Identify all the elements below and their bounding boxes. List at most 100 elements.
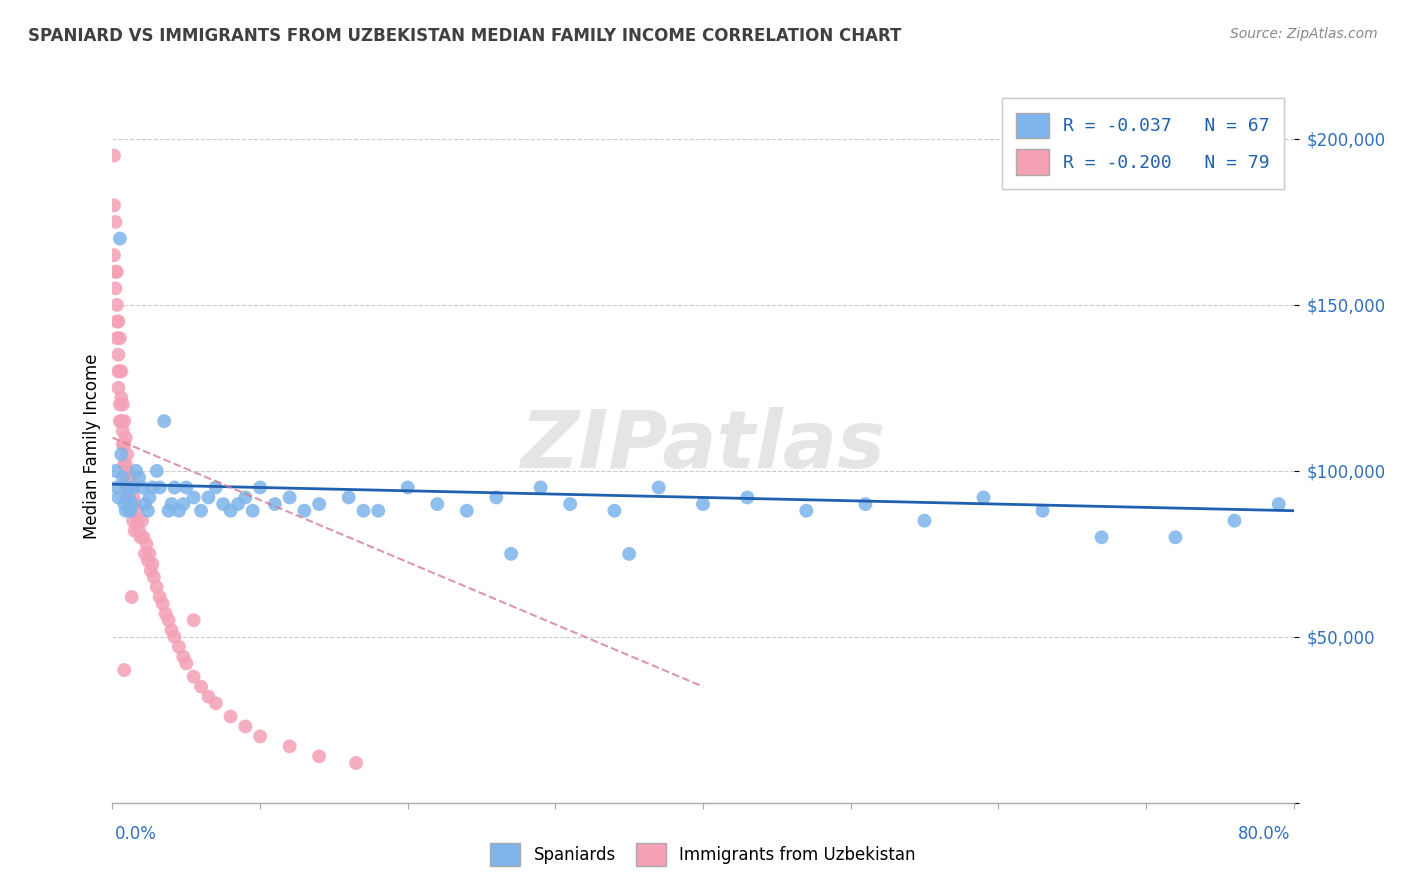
Point bbox=[308, 749, 330, 764]
Point bbox=[110, 364, 132, 378]
Point bbox=[121, 504, 143, 518]
Point bbox=[1223, 514, 1246, 528]
Point bbox=[138, 491, 160, 505]
Point bbox=[619, 547, 641, 561]
Legend: R = -0.037   N = 67, R = -0.200   N = 79: R = -0.037 N = 67, R = -0.200 N = 79 bbox=[1002, 98, 1285, 189]
Point bbox=[146, 580, 169, 594]
Point bbox=[155, 607, 177, 621]
Text: SPANIARD VS IMMIGRANTS FROM UZBEKISTAN MEDIAN FAMILY INCOME CORRELATION CHART: SPANIARD VS IMMIGRANTS FROM UZBEKISTAN M… bbox=[28, 27, 901, 45]
Point bbox=[855, 497, 877, 511]
Point bbox=[149, 481, 172, 495]
Point bbox=[190, 680, 212, 694]
Point bbox=[367, 504, 389, 518]
Point bbox=[141, 557, 163, 571]
Point bbox=[183, 613, 205, 627]
Point bbox=[121, 481, 143, 495]
Point bbox=[167, 640, 190, 654]
Point bbox=[107, 491, 129, 505]
Point bbox=[190, 504, 212, 518]
Point bbox=[973, 491, 995, 505]
Point bbox=[1032, 504, 1054, 518]
Text: 80.0%: 80.0% bbox=[1239, 825, 1291, 843]
Point bbox=[142, 570, 165, 584]
Point bbox=[104, 265, 127, 279]
Point bbox=[172, 649, 194, 664]
Point bbox=[139, 564, 162, 578]
Point bbox=[104, 215, 127, 229]
Text: ZIPatlas: ZIPatlas bbox=[520, 407, 886, 485]
Point bbox=[110, 391, 132, 405]
Point bbox=[104, 281, 127, 295]
Point bbox=[112, 414, 135, 428]
Point bbox=[149, 590, 172, 604]
Point bbox=[197, 491, 219, 505]
Point bbox=[603, 504, 626, 518]
Point bbox=[120, 504, 142, 518]
Point bbox=[107, 381, 129, 395]
Point bbox=[124, 497, 146, 511]
Point bbox=[278, 739, 301, 754]
Point bbox=[104, 464, 127, 478]
Point bbox=[107, 348, 129, 362]
Point bbox=[233, 491, 256, 505]
Point bbox=[1268, 497, 1291, 511]
Point bbox=[105, 298, 128, 312]
Point bbox=[108, 364, 131, 378]
Point bbox=[146, 464, 169, 478]
Point bbox=[110, 414, 132, 428]
Point bbox=[138, 547, 160, 561]
Point bbox=[121, 497, 143, 511]
Legend: Spaniards, Immigrants from Uzbekistan: Spaniards, Immigrants from Uzbekistan bbox=[482, 835, 924, 875]
Point bbox=[160, 497, 183, 511]
Point bbox=[242, 504, 264, 518]
Point bbox=[129, 530, 152, 544]
Point bbox=[128, 470, 150, 484]
Point bbox=[124, 524, 146, 538]
Point bbox=[141, 481, 163, 495]
Point bbox=[264, 497, 287, 511]
Point bbox=[114, 477, 136, 491]
Point bbox=[153, 414, 176, 428]
Point bbox=[157, 504, 180, 518]
Y-axis label: Median Family Income: Median Family Income bbox=[83, 353, 101, 539]
Point bbox=[105, 265, 128, 279]
Point bbox=[692, 497, 714, 511]
Point bbox=[114, 431, 136, 445]
Point bbox=[163, 630, 186, 644]
Point bbox=[105, 481, 128, 495]
Point bbox=[197, 690, 219, 704]
Point bbox=[112, 437, 135, 451]
Point bbox=[108, 331, 131, 345]
Point bbox=[128, 524, 150, 538]
Point bbox=[426, 497, 449, 511]
Point bbox=[174, 657, 197, 671]
Point bbox=[160, 624, 183, 638]
Point bbox=[308, 497, 330, 511]
Point bbox=[103, 198, 125, 212]
Point bbox=[136, 504, 159, 518]
Point bbox=[249, 730, 271, 744]
Point bbox=[1091, 530, 1114, 544]
Point bbox=[205, 481, 228, 495]
Point bbox=[114, 504, 136, 518]
Point bbox=[118, 491, 141, 505]
Point bbox=[108, 231, 131, 245]
Point bbox=[212, 497, 235, 511]
Point bbox=[103, 248, 125, 262]
Text: 0.0%: 0.0% bbox=[115, 825, 157, 843]
Point bbox=[226, 497, 249, 511]
Point bbox=[136, 553, 159, 567]
Point bbox=[219, 504, 242, 518]
Point bbox=[110, 447, 132, 461]
Point bbox=[152, 597, 174, 611]
Point bbox=[233, 719, 256, 733]
Point bbox=[396, 481, 419, 495]
Point bbox=[219, 709, 242, 723]
Point bbox=[118, 464, 141, 478]
Point bbox=[292, 504, 315, 518]
Point bbox=[117, 470, 138, 484]
Point bbox=[122, 491, 145, 505]
Point bbox=[108, 414, 131, 428]
Point bbox=[112, 497, 135, 511]
Point bbox=[249, 481, 271, 495]
